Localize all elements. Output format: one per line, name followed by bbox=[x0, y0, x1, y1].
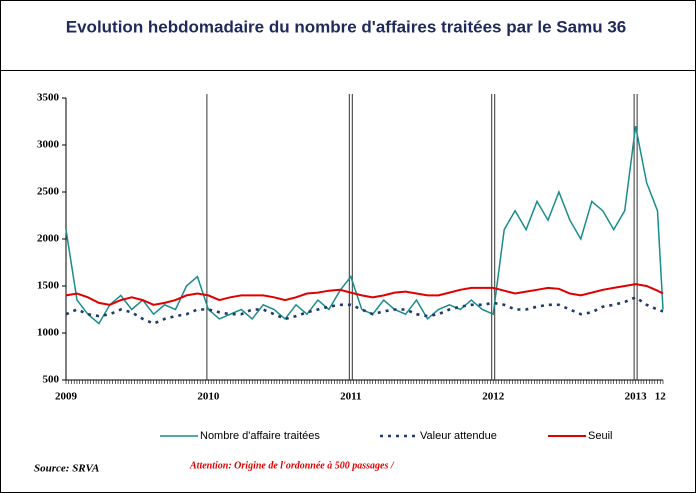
legend-label: Seuil bbox=[588, 430, 612, 442]
y-tick-label: 3500 bbox=[37, 92, 60, 104]
x-tick-label: 2013 bbox=[625, 391, 648, 403]
x-tick-label: 2010 bbox=[197, 391, 220, 403]
x-tick-label: 2011 bbox=[340, 391, 361, 403]
y-tick-label: 500 bbox=[43, 374, 60, 386]
legend-label: Valeur attendue bbox=[420, 430, 497, 442]
y-tick-label: 2500 bbox=[37, 186, 60, 198]
y-tick-label: 1000 bbox=[37, 327, 60, 339]
x-tick-label: 2012 bbox=[482, 391, 505, 403]
y-tick-label: 2000 bbox=[37, 233, 60, 245]
x-tick-label: 2009 bbox=[55, 391, 78, 403]
y-tick-label: 3000 bbox=[37, 139, 60, 151]
series-line bbox=[65, 283, 664, 306]
source: Source: SRVA bbox=[34, 463, 99, 475]
annotation: Attention: Origine de l'ordonnée à 500 p… bbox=[189, 460, 395, 471]
legend-label: Nombre d'affaire traitées bbox=[200, 430, 320, 442]
y-tick-label: 1500 bbox=[37, 280, 60, 292]
series-line bbox=[65, 126, 664, 325]
chart-title: Evolution hebdomadaire du nombre d'affai… bbox=[66, 17, 626, 36]
x-tick-label: 12 bbox=[655, 391, 667, 403]
